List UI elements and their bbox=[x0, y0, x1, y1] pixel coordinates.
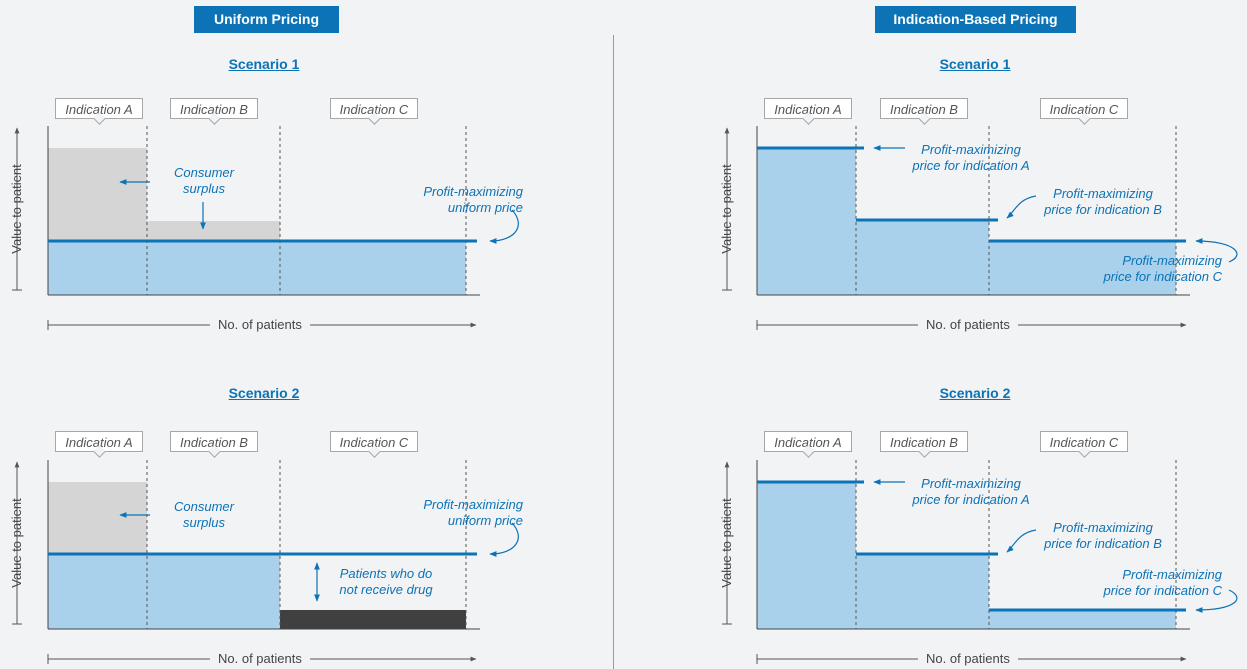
revenue-area bbox=[48, 241, 466, 295]
indication-scenario-2-chart bbox=[722, 460, 1238, 664]
indication-b-tag: Indication B bbox=[880, 431, 968, 452]
revenue-area-c bbox=[989, 610, 1176, 629]
uniform-pricing-header: Uniform Pricing bbox=[194, 6, 339, 33]
scenario-title: Scenario 1 bbox=[228, 56, 300, 72]
revenue-area-a bbox=[757, 482, 856, 629]
indication-c-tag: Indication C bbox=[1040, 431, 1128, 452]
revenue-area-b bbox=[856, 554, 989, 629]
annotation-text: Profit-maximizing price for indication A bbox=[912, 476, 1030, 507]
price-arrow-b bbox=[1006, 529, 1037, 553]
price-c-annotation: Profit-maximizing price for indication C bbox=[1074, 253, 1223, 285]
price-a-annotation: Profit-maximizing price for indication A bbox=[898, 142, 1044, 174]
annotation-text: Patients who do not receive drug bbox=[339, 566, 433, 597]
scenario-title: Scenario 2 bbox=[228, 385, 300, 401]
y-axis-label: Value to patient bbox=[9, 164, 24, 254]
annotation-text: Consumer surplus bbox=[174, 499, 234, 530]
uniform-scenario-2-chart bbox=[12, 460, 519, 664]
annotation-text: Profit-maximizing price for indication B bbox=[1044, 520, 1162, 551]
price-arrow-b bbox=[1006, 195, 1037, 219]
x-axis-label: No. of patients bbox=[918, 651, 1018, 667]
y-axis-label: Value to patient bbox=[719, 498, 734, 588]
annotation-text: Profit-maximizing price for indication C bbox=[1103, 253, 1223, 284]
y-axis-label: Value to patient bbox=[719, 164, 734, 254]
indication-c-tag: Indication C bbox=[330, 431, 418, 452]
consumer-surplus-annotation: Consumer surplus bbox=[156, 165, 252, 197]
price-b-annotation: Profit-maximizing price for indication B bbox=[1030, 186, 1176, 218]
excluded-patients-annotation: Patients who do not receive drug bbox=[325, 566, 447, 598]
indication-a-tag: Indication A bbox=[55, 431, 143, 452]
annotation-text: Profit-maximizing price for indication A bbox=[912, 142, 1030, 173]
price-b-annotation: Profit-maximizing price for indication B bbox=[1030, 520, 1176, 552]
indication-a-tag: Indication A bbox=[764, 431, 852, 452]
indication-b-tag: Indication B bbox=[170, 98, 258, 119]
consumer-surplus-a bbox=[48, 482, 147, 554]
price-arrow bbox=[489, 209, 519, 244]
indication-b-tag: Indication B bbox=[170, 431, 258, 452]
indication-scenario-1-chart bbox=[722, 126, 1238, 330]
uniform-price-annotation: Profit-maximizing uniform price bbox=[380, 497, 523, 529]
annotation-text: Consumer surplus bbox=[174, 165, 234, 196]
revenue-area bbox=[48, 554, 280, 629]
x-axis-label: No. of patients bbox=[918, 317, 1018, 333]
revenue-area-c bbox=[989, 241, 1176, 295]
uniform-scenario-1-chart bbox=[12, 126, 519, 330]
y-axis-label: Value to patient bbox=[9, 498, 24, 588]
revenue-area-a bbox=[757, 148, 856, 295]
price-arrow-c bbox=[1195, 589, 1238, 613]
price-c-annotation: Profit-maximizing price for indication C bbox=[1074, 567, 1223, 599]
consumer-surplus-b bbox=[147, 221, 280, 241]
consumer-surplus-annotation: Consumer surplus bbox=[156, 499, 252, 531]
revenue-area-b bbox=[856, 220, 989, 295]
price-a-annotation: Profit-maximizing price for indication A bbox=[898, 476, 1044, 508]
indication-c-tag: Indication C bbox=[330, 98, 418, 119]
annotation-text: Profit-maximizing uniform price bbox=[423, 184, 523, 215]
indication-a-tag: Indication A bbox=[764, 98, 852, 119]
price-arrow bbox=[489, 522, 519, 557]
x-axis-label: No. of patients bbox=[210, 317, 310, 333]
indication-based-pricing-header: Indication-Based Pricing bbox=[875, 6, 1076, 33]
x-axis-label: No. of patients bbox=[210, 651, 310, 667]
annotation-text: Profit-maximizing uniform price bbox=[423, 497, 523, 528]
indication-c-tag: Indication C bbox=[1040, 98, 1128, 119]
indication-a-tag: Indication A bbox=[55, 98, 143, 119]
indication-b-tag: Indication B bbox=[880, 98, 968, 119]
annotation-text: Profit-maximizing price for indication C bbox=[1103, 567, 1223, 598]
scenario-title: Scenario 1 bbox=[939, 56, 1011, 72]
panel-divider bbox=[613, 35, 614, 669]
excluded-patients-bar bbox=[280, 610, 466, 629]
annotation-text: Profit-maximizing price for indication B bbox=[1044, 186, 1162, 217]
uniform-price-annotation: Profit-maximizing uniform price bbox=[380, 184, 523, 216]
consumer-surplus-a bbox=[48, 148, 147, 241]
scenario-title: Scenario 2 bbox=[939, 385, 1011, 401]
price-arrow-c bbox=[1195, 238, 1238, 263]
